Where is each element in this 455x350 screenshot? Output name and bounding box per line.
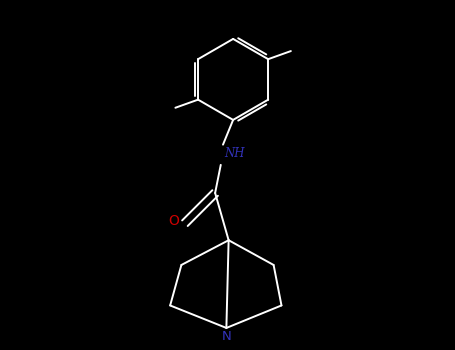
Text: N: N — [222, 330, 231, 343]
Text: O: O — [168, 214, 179, 228]
Text: NH: NH — [224, 147, 245, 160]
